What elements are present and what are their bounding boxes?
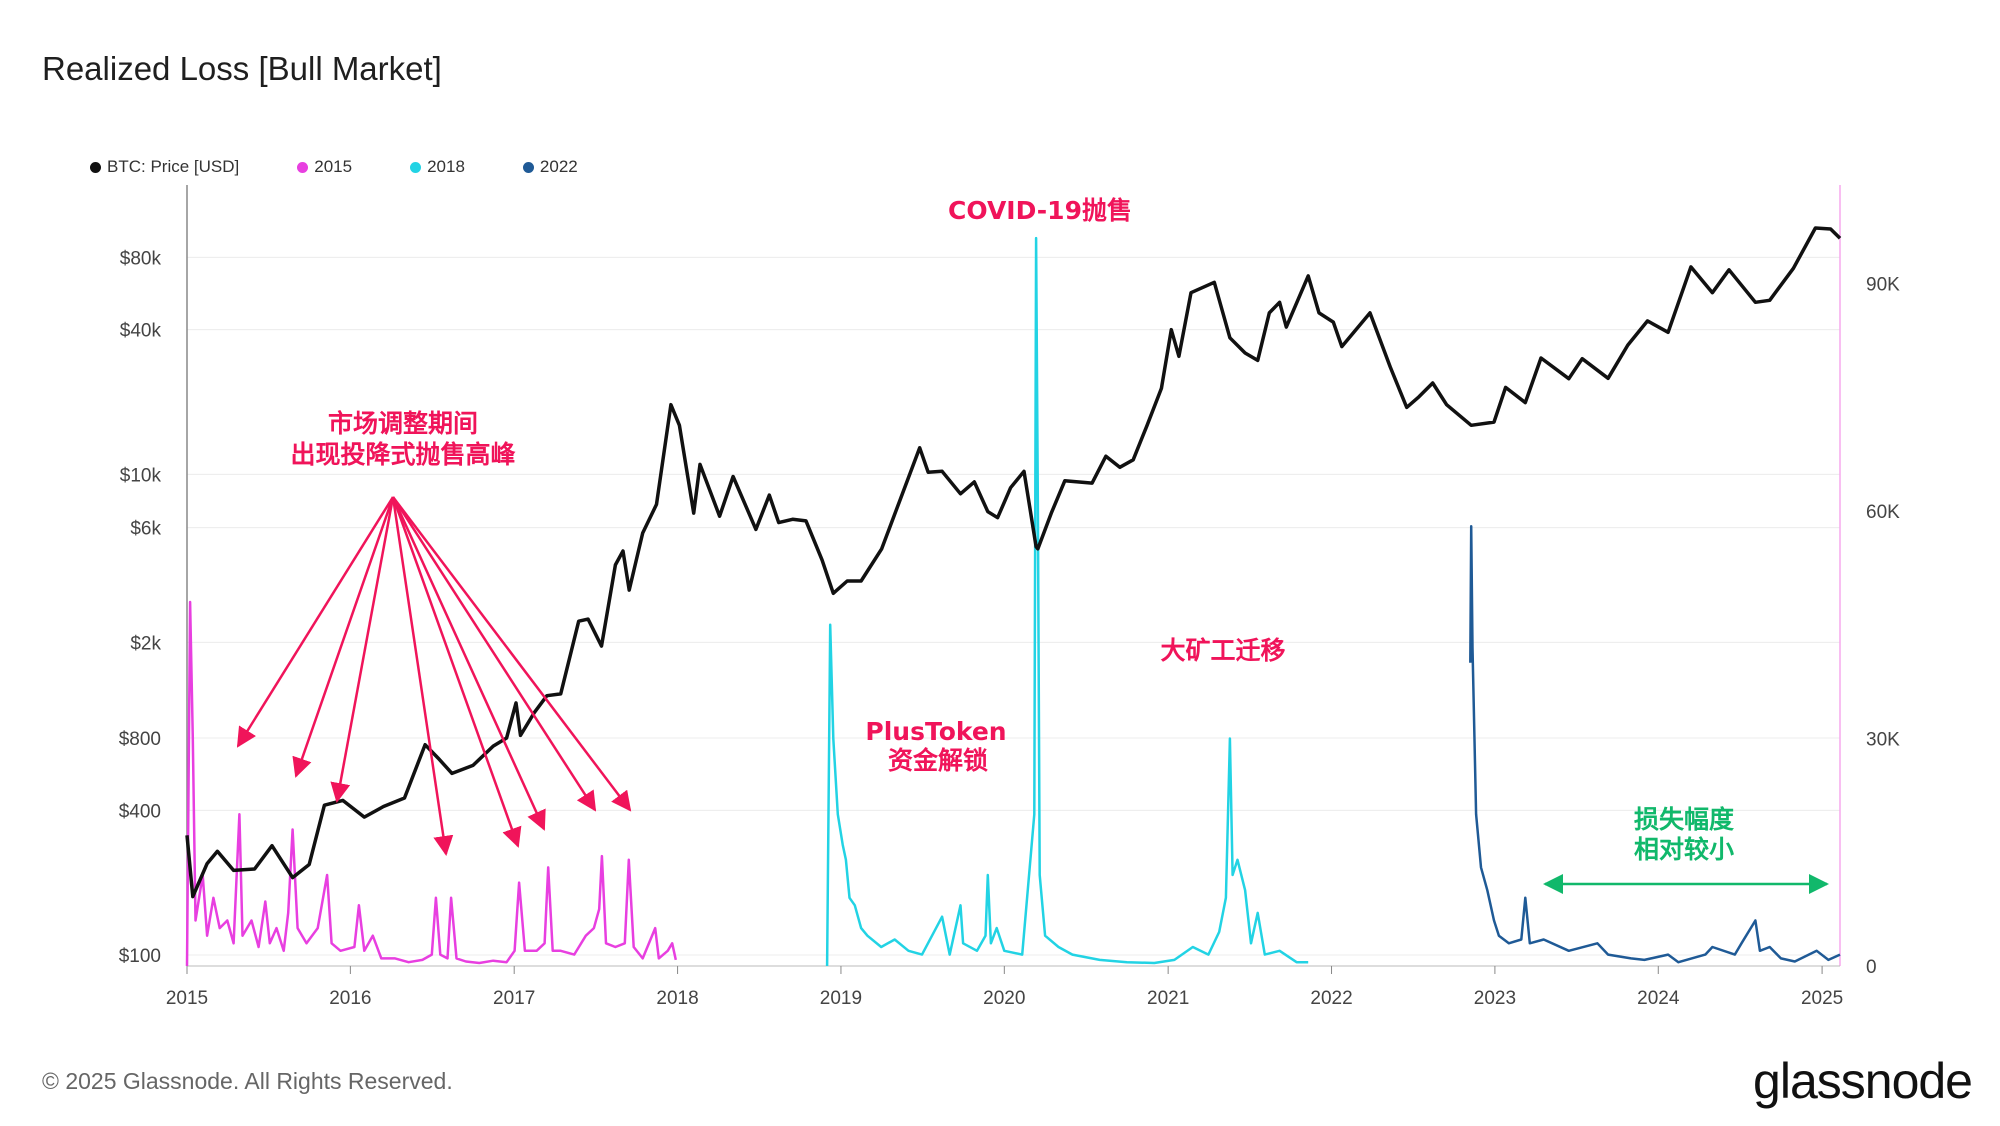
legend-label-2015: 2015: [314, 157, 353, 176]
legend: BTC: Price [USD] 2015 2018 2022: [90, 157, 578, 177]
arrow-7: [391, 496, 597, 812]
x-tick-label: 2024: [1637, 988, 1680, 1009]
x-tick-label: 2019: [820, 988, 862, 1009]
left-tick-label: $80k: [120, 248, 162, 269]
series-line-btc-price-usd-[interactable]: [185, 226, 1842, 899]
x-tick-label: 2022: [1310, 988, 1352, 1009]
legend-item-2022[interactable]: 2022: [522, 157, 578, 177]
left-tick-label: $100: [119, 946, 161, 967]
annotation-plustoken-line2: 资金解锁: [888, 746, 988, 775]
annotation-correction-line1: 市场调整期间: [328, 409, 478, 438]
right-tick-label: 0: [1866, 957, 1877, 978]
x-tick-label: 2017: [493, 988, 535, 1009]
arrow-4: [391, 496, 454, 856]
left-tick-label: $2k: [130, 633, 161, 654]
annotation-covid: COVID-19抛售: [948, 196, 1132, 225]
annotation-plustoken-line1: PlusToken: [865, 717, 1006, 746]
x-tick-label: 2023: [1474, 988, 1516, 1009]
axes: $100 $400 $800 $2k $6k $10k $40k $80k 0 30K 60K 90…: [119, 185, 1900, 1009]
x-tick-label: 2021: [1147, 988, 1189, 1009]
x-tick-label: 2020: [983, 988, 1025, 1009]
right-axis-ticks: 0 30K 60K 90K: [1866, 275, 1900, 978]
left-axis-ticks: $100 $400 $800 $2k $6k $10k $40k $80k: [119, 248, 162, 967]
annotation-small-loss-line1: 损失幅度: [1634, 805, 1734, 834]
x-axis-ticks: 2015 2016 2017 2018 2019 2020 2021 2022 2023 2024…: [166, 966, 1843, 1009]
x-tick-label: 2016: [329, 988, 371, 1009]
arrow-5: [391, 496, 522, 848]
left-tick-label: $40k: [120, 321, 162, 342]
glassnode-logo: glassnode: [1753, 1053, 1973, 1109]
left-tick-label: $10k: [120, 465, 162, 486]
legend-item-price[interactable]: BTC: Price [USD]: [90, 157, 239, 177]
annotation-correction-line2: 出现投降式抛售高峰: [290, 440, 515, 469]
right-tick-label: 60K: [1866, 502, 1900, 523]
left-tick-label: $800: [119, 729, 161, 750]
arrow-2: [292, 496, 395, 778]
x-tick-label: 2018: [656, 988, 698, 1009]
annotation-correction-arrows: [236, 496, 632, 856]
copyright-footer: © 2025 Glassnode. All Rights Reserved.: [42, 1068, 453, 1094]
legend-dot-2022: [522, 161, 534, 173]
annotation-small-loss-line2: 相对较小: [1634, 835, 1734, 864]
legend-label-2018: 2018: [427, 157, 465, 176]
arrow-6: [391, 496, 546, 831]
series-group: [185, 226, 1842, 967]
annotation-miner-migration: 大矿工迁移: [1160, 636, 1285, 665]
series-line-2015[interactable]: [185, 600, 678, 967]
annotation-layer: COVID-19抛售 市场调整期间 出现投降式抛售高峰 PlusToken 资金…: [236, 196, 1829, 894]
series-line-2018[interactable]: [825, 236, 1309, 967]
x-tick-label: 2025: [1801, 988, 1843, 1009]
right-tick-label: 30K: [1866, 730, 1900, 751]
left-tick-label: $6k: [130, 519, 161, 540]
left-tick-label: $400: [119, 801, 161, 822]
legend-label-price: BTC: Price [USD]: [107, 157, 240, 176]
legend-dot-2015: [297, 161, 309, 173]
arrow-8: [392, 496, 632, 812]
arrow-1: [236, 496, 395, 748]
x-tick-label: 2015: [166, 988, 208, 1009]
legend-label-2022: 2022: [539, 157, 578, 176]
right-tick-label: 90K: [1866, 275, 1900, 296]
legend-dot-2018: [410, 161, 422, 173]
chart-title: Realized Loss [Bull Market]: [42, 50, 442, 87]
arrow-3: [330, 496, 395, 803]
series-line-2022[interactable]: [1469, 524, 1841, 964]
legend-item-2015[interactable]: 2015: [297, 157, 352, 177]
legend-item-2018[interactable]: 2018: [410, 157, 465, 177]
gridlines: [187, 256, 1840, 956]
legend-dot-price: [90, 161, 101, 173]
